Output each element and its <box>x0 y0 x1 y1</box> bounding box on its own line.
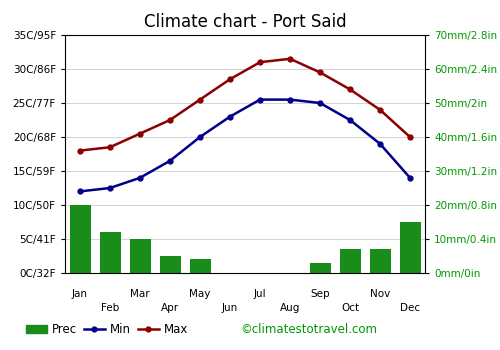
Text: ©climatestotravel.com: ©climatestotravel.com <box>240 323 377 336</box>
Bar <box>100 232 120 273</box>
Legend: Prec, Min, Max: Prec, Min, Max <box>21 318 193 341</box>
Bar <box>310 263 330 273</box>
Text: Dec: Dec <box>400 303 420 313</box>
Text: Feb: Feb <box>101 303 119 313</box>
Bar <box>340 249 360 273</box>
Text: Sep: Sep <box>310 289 330 299</box>
Bar <box>190 259 210 273</box>
Text: Mar: Mar <box>130 289 150 299</box>
Text: Jun: Jun <box>222 303 238 313</box>
Bar <box>130 239 150 273</box>
Text: Jan: Jan <box>72 289 88 299</box>
Text: May: May <box>190 289 210 299</box>
Text: Apr: Apr <box>161 303 179 313</box>
Bar <box>160 256 180 273</box>
Text: Aug: Aug <box>280 303 300 313</box>
Text: Nov: Nov <box>370 289 390 299</box>
Title: Climate chart - Port Said: Climate chart - Port Said <box>144 13 346 31</box>
Bar <box>400 222 420 273</box>
Text: Jul: Jul <box>254 289 266 299</box>
Text: Oct: Oct <box>341 303 359 313</box>
Bar <box>70 205 90 273</box>
Bar <box>370 249 390 273</box>
